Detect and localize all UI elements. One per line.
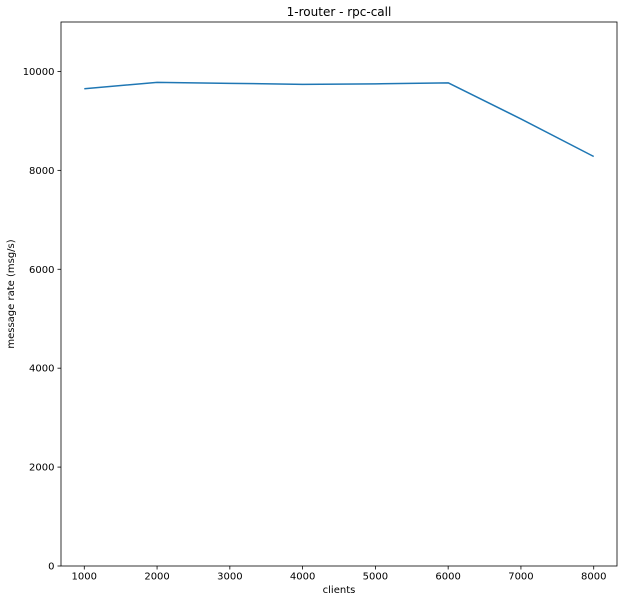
y-tick-label: 0 [48,562,54,573]
y-tick-label: 2000 [29,463,54,474]
x-tick-label: 4000 [290,572,315,583]
x-tick-label: 5000 [363,572,388,583]
y-tick-label: 10000 [23,67,55,78]
x-tick-label: 7000 [508,572,533,583]
x-tick-label: 6000 [435,572,460,583]
x-tick-label: 2000 [144,572,169,583]
y-tick-label: 4000 [29,364,54,375]
x-axis-label: clients [323,585,356,596]
y-tick-label: 6000 [29,265,54,276]
y-tick-label: 8000 [29,166,54,177]
x-tick-label: 3000 [217,572,242,583]
data-line-message-rate [84,81,595,158]
plot-border [60,21,618,567]
x-tick-label: 1000 [72,572,97,583]
plot-area [84,81,595,158]
y-axis-label: message rate (msg/s) [6,239,17,348]
chart-title: 1-router - rpc-call [287,5,392,19]
x-tick-label: 8000 [581,572,606,583]
tick-layer: 1000 2000 3000 4000 5000 6000 7000 8000 0 2000 400… [23,67,607,583]
